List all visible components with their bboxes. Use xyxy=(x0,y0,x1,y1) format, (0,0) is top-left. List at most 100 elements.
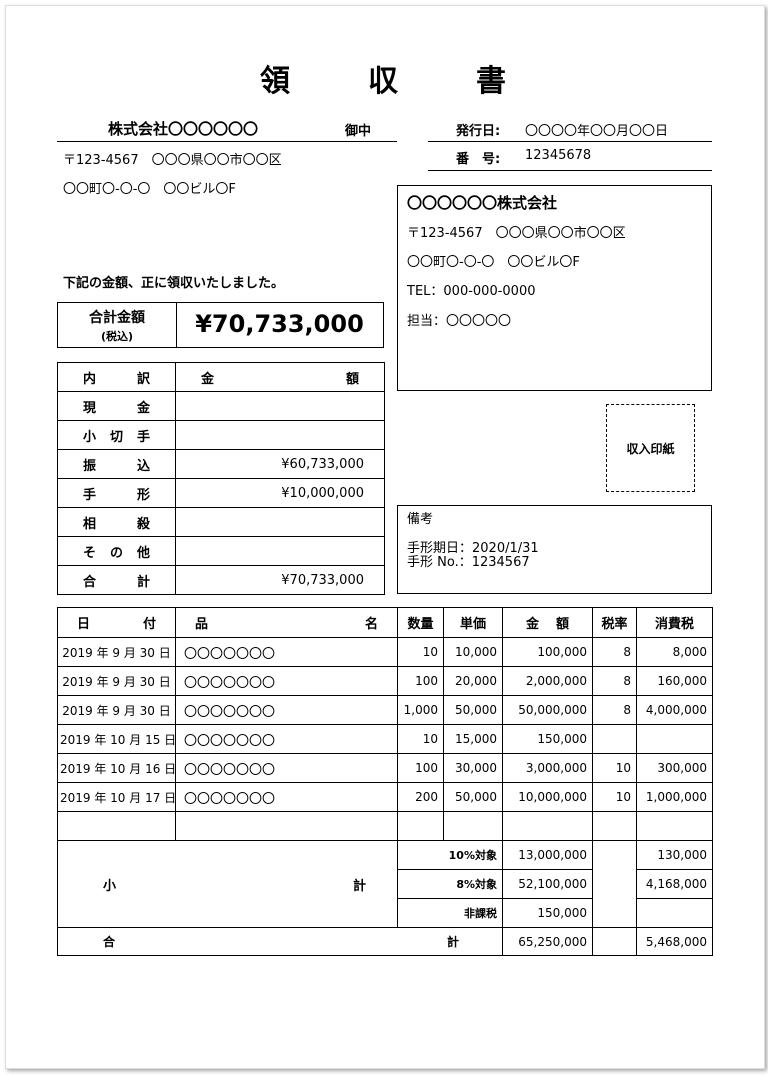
item-row: 2019 年 10 月 16 日〇〇〇〇〇〇〇 100 30,000 3,000,00… xyxy=(57,753,713,783)
breakdown-label: 振 xyxy=(83,458,97,474)
item-tax: 300,000 xyxy=(636,753,713,783)
item-qty: 100 xyxy=(397,666,444,696)
subtotal-tax xyxy=(636,898,713,928)
recipient-address-2: 〇〇町〇-〇-〇 〇〇ビル〇F xyxy=(63,182,236,197)
header-price: 単価 xyxy=(443,607,503,638)
item-name: 〇〇〇〇〇〇〇 xyxy=(175,666,398,696)
issuer-address-2: 〇〇町〇-〇-〇 〇〇ビル〇F xyxy=(407,255,580,270)
item-qty: 1,000 xyxy=(397,695,444,725)
subtotal-amount: 13,000,000 xyxy=(502,840,593,870)
subtotal-row: 8%対象 52,100,000 4,168,000 xyxy=(58,869,713,899)
header-qty: 数量 xyxy=(397,607,444,638)
item-amount: 10,000,000 xyxy=(502,782,593,812)
item-amount: 2,000,000 xyxy=(502,666,593,696)
breakdown-label: 込 xyxy=(136,458,150,474)
item-name: 〇〇〇〇〇〇〇 xyxy=(175,782,398,812)
item-name: 〇〇〇〇〇〇〇 xyxy=(175,695,398,725)
total-amount-sublabel: (税込) xyxy=(100,330,134,343)
grand-total-label: 計 xyxy=(446,935,459,949)
item-date: 2019 年 9 月 30 日 xyxy=(57,666,176,696)
item-rate: 10 xyxy=(592,753,637,783)
subtotal-amount: 52,100,000 xyxy=(502,869,593,899)
breakdown-table: 内訳 金額 現金小切手振込 ¥60,733,000 手形 ¥10,000,000 相殺そ… xyxy=(57,362,385,595)
header-char: 金 xyxy=(201,371,215,387)
item-date: 2019 年 9 月 30 日 xyxy=(57,637,176,667)
notes-label: 備考 xyxy=(407,512,434,527)
breakdown-amount xyxy=(175,391,385,421)
item-price xyxy=(443,811,503,841)
item-qty: 200 xyxy=(397,782,444,812)
header-name: 品 xyxy=(195,617,209,632)
notes-line-2: 手形 No.：1234567 xyxy=(407,555,530,570)
item-price: 30,000 xyxy=(443,753,503,783)
title-char: 収 xyxy=(368,64,400,99)
breakdown-label: 計 xyxy=(136,574,150,590)
item-tax xyxy=(636,811,713,841)
item-qty: 100 xyxy=(397,753,444,783)
issuer-box: 〇〇〇〇〇〇株式会社 〒123-4567 〇〇〇県〇〇市〇〇区 〇〇町〇-〇-〇… xyxy=(397,185,712,391)
issue-date-value: 〇〇〇〇年〇〇月〇〇日 xyxy=(525,124,669,139)
item-amount xyxy=(502,811,593,841)
total-amount-value: ¥70,733,000 xyxy=(195,310,364,338)
breakdown-label: 合 xyxy=(83,574,97,590)
header-char: 額 xyxy=(345,371,359,387)
item-amount: 3,000,000 xyxy=(502,753,593,783)
breakdown-label: 切 xyxy=(109,429,123,445)
item-price: 50,000 xyxy=(443,695,503,725)
issue-date-label: 発行日: xyxy=(456,124,501,139)
title-char: 書 xyxy=(476,64,508,99)
item-tax: 1,000,000 xyxy=(636,782,713,812)
item-price: 15,000 xyxy=(443,724,503,754)
issuer-address-1: 〒123-4567 〇〇〇県〇〇市〇〇区 xyxy=(407,226,626,241)
issuer-name: 〇〇〇〇〇〇株式会社 xyxy=(407,194,558,212)
grand-total-amount: 65,250,000 xyxy=(502,927,593,956)
breakdown-label: の xyxy=(109,545,123,561)
header-name: 名 xyxy=(364,617,378,632)
subtotal-row: 小 計 10%対象 13,000,000 130,000 xyxy=(57,840,713,928)
breakdown-amount xyxy=(175,420,385,450)
subtotal-category: 8%対象 xyxy=(397,869,503,899)
breakdown-row: 現金 xyxy=(57,391,385,421)
breakdown-row: 振 込 ¥60,733,000 xyxy=(57,449,385,479)
item-row: 2019 年 9 月 30 日〇〇〇〇〇〇〇 1,000 50,000 50,000,… xyxy=(57,695,713,725)
item-row: 2019 年 10 月 17 日〇〇〇〇〇〇〇 200 50,000 10,000,0… xyxy=(57,782,713,812)
breakdown-label: 金 xyxy=(136,400,150,416)
item-price: 50,000 xyxy=(443,782,503,812)
revenue-stamp-area: 収入印紙 xyxy=(606,404,695,492)
item-amount: 100,000 xyxy=(502,637,593,667)
grand-total-label: 合 xyxy=(103,935,116,949)
subtotal-tax: 130,000 xyxy=(636,840,713,870)
issuer-tel: TEL：000-000-0000 xyxy=(407,284,536,299)
item-rate xyxy=(592,724,637,754)
subtotal-category: 10%対象 xyxy=(397,840,503,870)
breakdown-row: 合 計 ¥70,733,000 xyxy=(57,565,385,595)
breakdown-label: 手 xyxy=(83,487,97,503)
item-row xyxy=(57,811,713,841)
receipt-number-label: 番 号: xyxy=(456,152,501,167)
total-amount-box: 合計金額 (税込) ¥70,733,000 xyxy=(57,302,384,348)
header-tax: 消費税 xyxy=(636,607,713,638)
item-price: 20,000 xyxy=(443,666,503,696)
recipient-name: 株式会社〇〇〇〇〇〇 xyxy=(108,120,259,138)
item-qty: 10 xyxy=(397,637,444,667)
breakdown-amount xyxy=(175,536,385,566)
item-date xyxy=(57,811,176,841)
item-name: 〇〇〇〇〇〇〇 xyxy=(175,637,398,667)
receipt-statement: 下記の金額、正に領収いたしました。 xyxy=(63,276,285,291)
divider xyxy=(428,141,712,142)
item-row: 2019 年 9 月 30 日〇〇〇〇〇〇〇 100 20,000 2,000,000… xyxy=(57,666,713,696)
items-header: 日 付 品 名 数量 単価 金額 税率 消費税 xyxy=(57,607,713,638)
item-name: 〇〇〇〇〇〇〇 xyxy=(175,753,398,783)
item-amount: 50,000,000 xyxy=(502,695,593,725)
header-char: 内 xyxy=(83,371,97,387)
grand-total-tax: 5,468,000 xyxy=(636,927,713,956)
breakdown-label: 形 xyxy=(136,487,150,503)
item-qty: 10 xyxy=(397,724,444,754)
header-date: 日 xyxy=(77,617,91,632)
header-char: 訳 xyxy=(136,371,150,387)
item-tax: 8,000 xyxy=(636,637,713,667)
item-name xyxy=(175,811,398,841)
item-name: 〇〇〇〇〇〇〇 xyxy=(175,724,398,754)
issuer-person: 担当：〇〇〇〇〇 xyxy=(407,314,512,329)
recipient-address-1: 〒123-4567 〇〇〇県〇〇市〇〇区 xyxy=(63,153,282,168)
